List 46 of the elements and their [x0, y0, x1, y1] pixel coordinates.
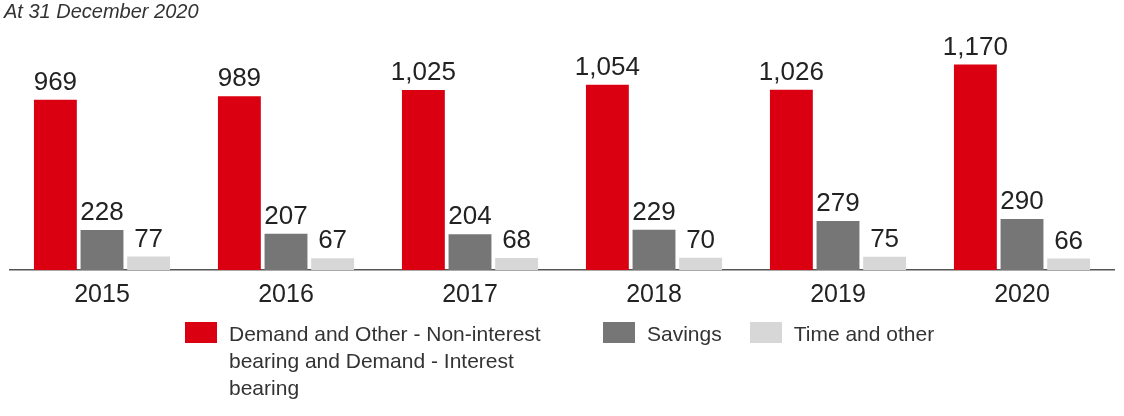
x-tick-label: 2018: [626, 278, 682, 307]
data-label: 228: [80, 196, 124, 227]
bar: [33, 99, 77, 270]
bar: [311, 258, 355, 270]
x-tick-label: 2020: [994, 278, 1050, 307]
data-label: 66: [1054, 224, 1084, 255]
bar: [80, 229, 124, 270]
bar: [769, 89, 813, 270]
data-label: 68: [502, 224, 532, 255]
legend-label: Demand and Other - Non-interest bearing and Demand - Interest bearing: [229, 321, 542, 401]
data-label: 989: [217, 62, 262, 93]
x-tick-label: 2016: [258, 278, 314, 307]
data-label: 229: [632, 195, 676, 226]
x-tick-label: 2017: [442, 278, 498, 307]
x-tick-label: 2015: [74, 278, 130, 307]
data-label: 1,026: [758, 55, 824, 86]
data-label: 1,025: [390, 56, 456, 87]
data-label: 279: [816, 187, 860, 218]
data-label: 207: [264, 199, 308, 230]
legend-label: Time and other: [793, 321, 935, 347]
bar: [585, 84, 629, 270]
data-label: 290: [1000, 185, 1044, 216]
data-label: 70: [686, 223, 716, 254]
data-label: 75: [870, 222, 900, 253]
data-label: 67: [318, 224, 348, 255]
bar: [1000, 219, 1044, 270]
chart-subtitle: At 31 December 2020: [2, 0, 200, 24]
data-label: 1,170: [942, 30, 1008, 61]
bar: [217, 96, 261, 270]
bar: [401, 89, 445, 270]
bar: [127, 256, 171, 270]
bar: [816, 220, 860, 270]
bar: [953, 64, 997, 270]
bar: [863, 256, 907, 270]
data-label: 77: [134, 222, 164, 253]
bar: [448, 234, 492, 270]
bar: [1047, 258, 1091, 270]
data-label: 204: [448, 200, 492, 231]
bar: [264, 233, 308, 270]
bar: [632, 229, 676, 270]
data-label: 969: [33, 65, 78, 96]
x-tick-label: 2019: [810, 278, 866, 307]
data-label: 1,054: [574, 50, 640, 81]
bar: [679, 257, 723, 270]
legend-label: Savings: [647, 321, 722, 347]
bar: [495, 258, 539, 270]
